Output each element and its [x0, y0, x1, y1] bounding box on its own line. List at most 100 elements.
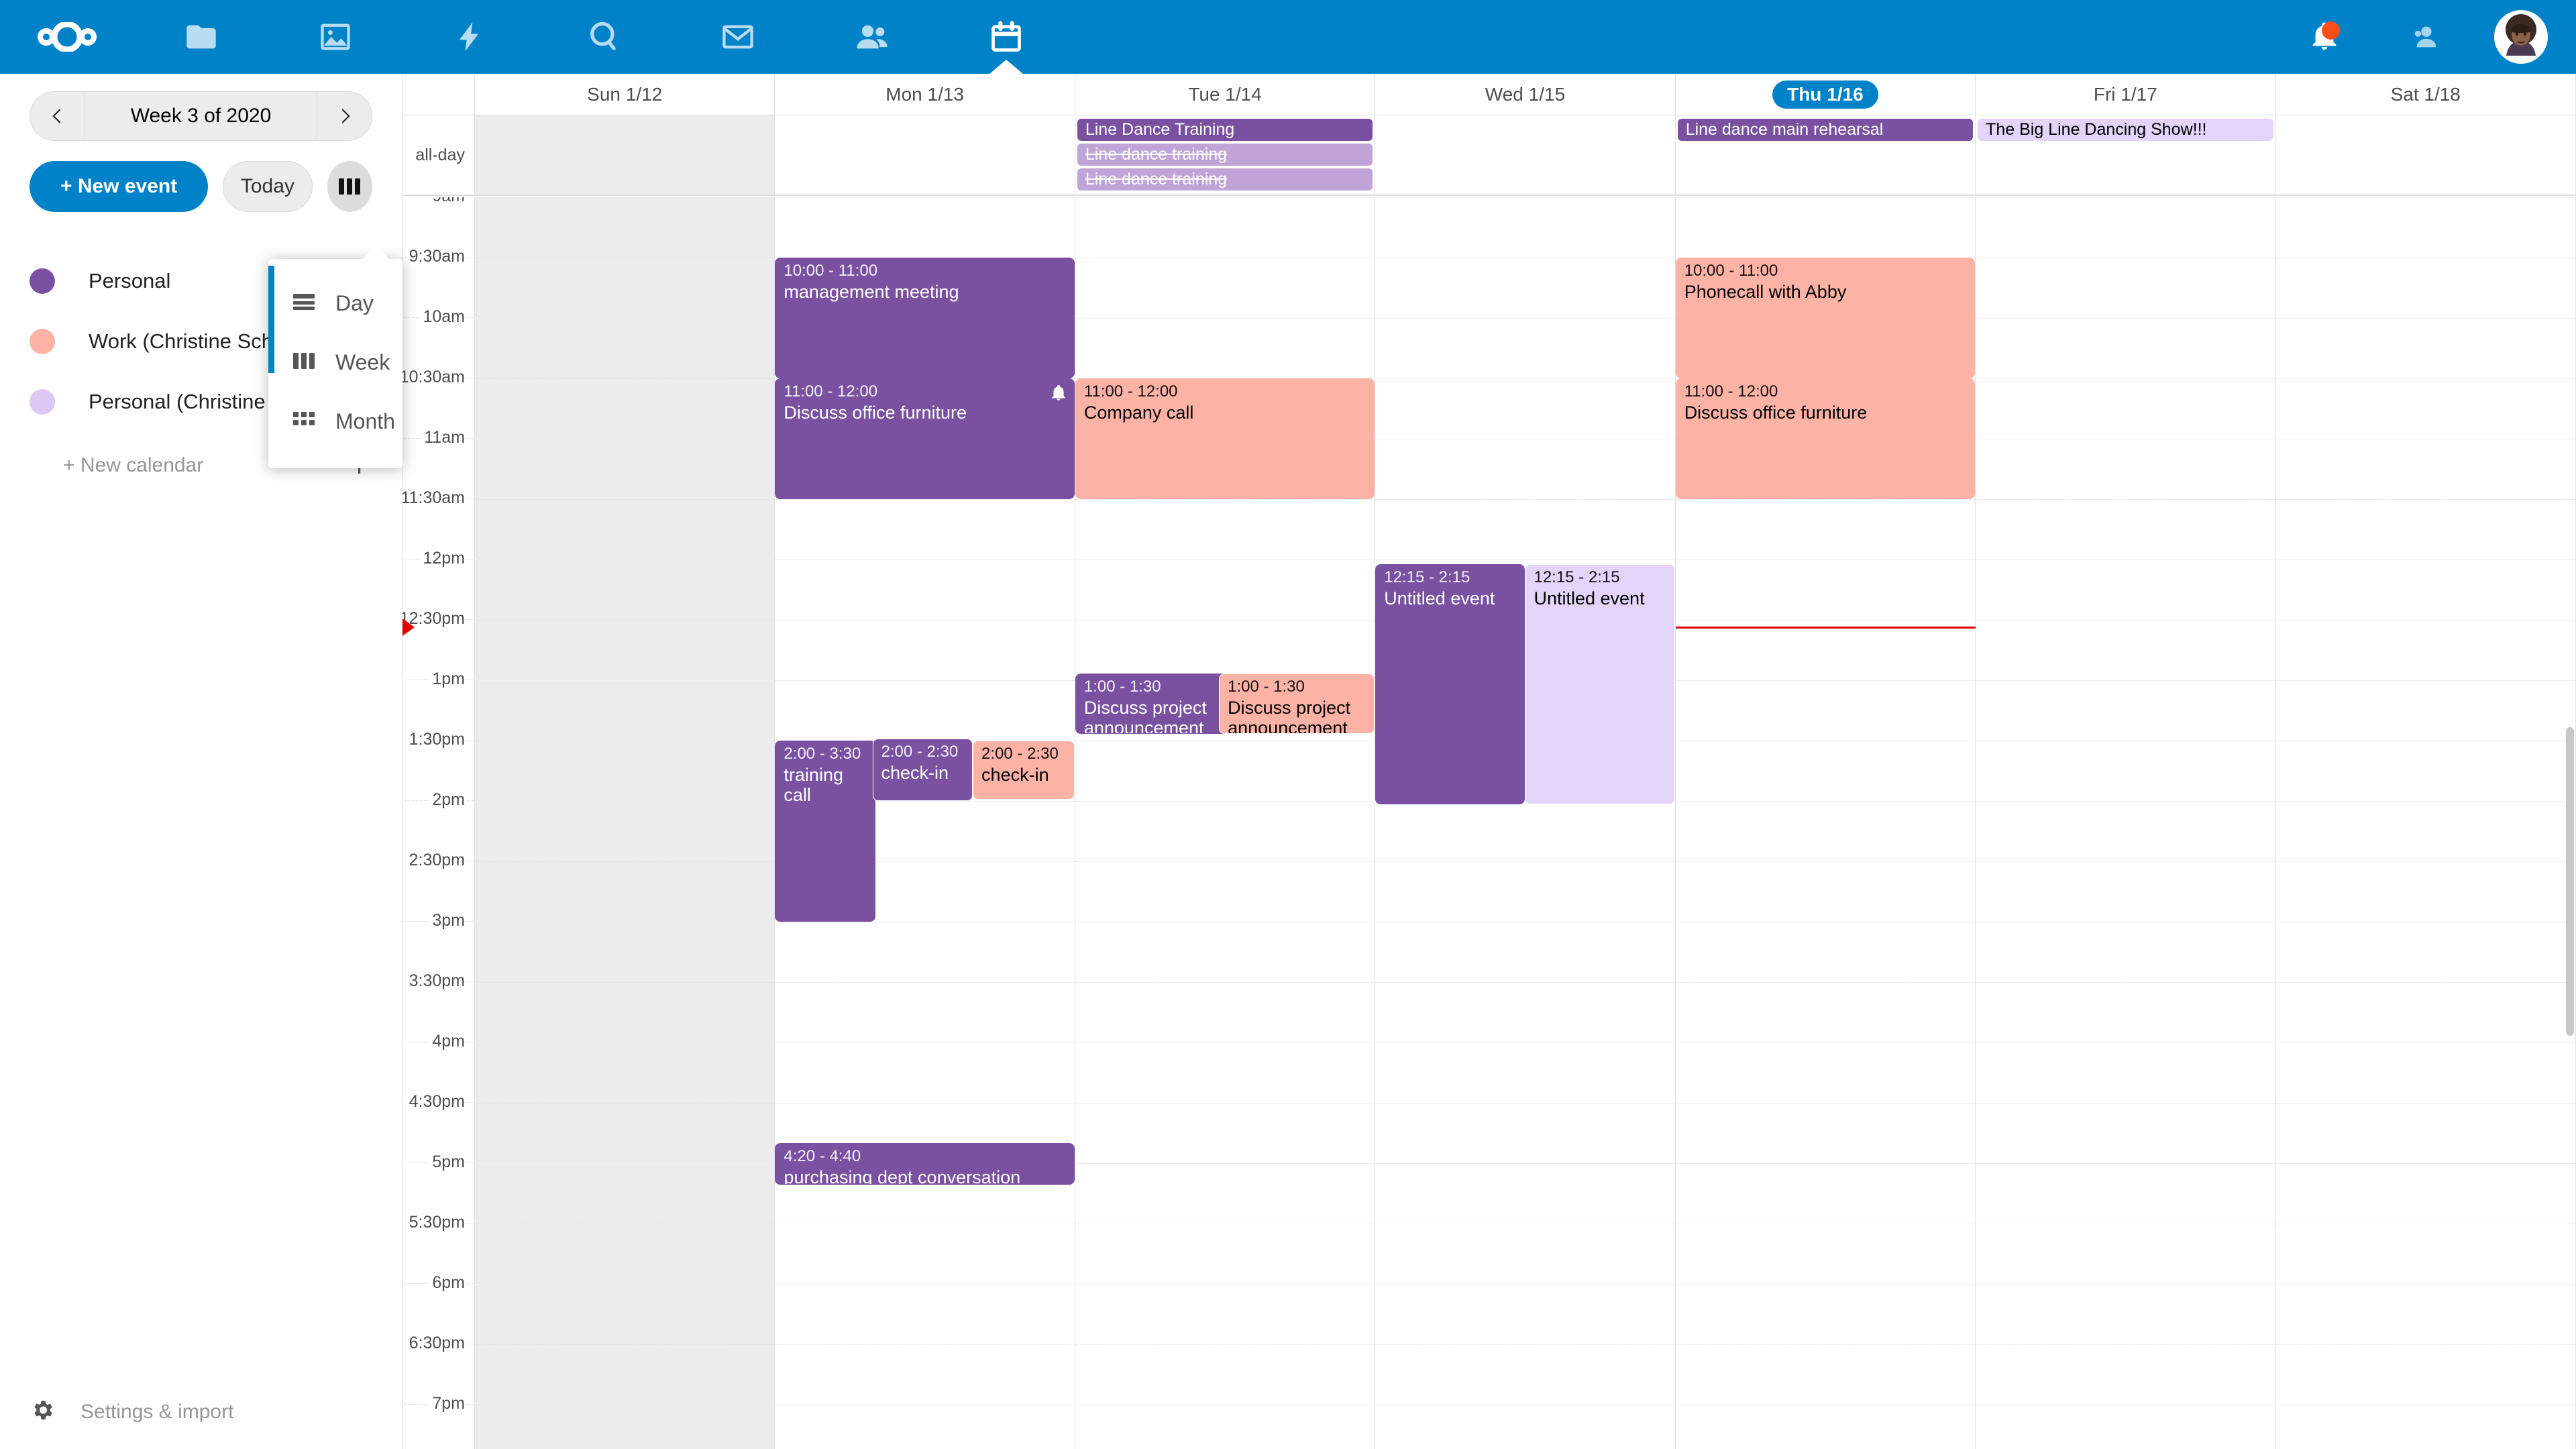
month-view-icon — [292, 411, 315, 433]
calendar-name: Personal — [89, 269, 171, 292]
calendar-event[interactable]: 11:00 - 12:00 Discuss office furniture — [775, 378, 1075, 499]
all-day-cell-sun[interactable] — [475, 115, 775, 195]
calendar-item-personal-shared[interactable]: Personal (Christine Scho... — [30, 372, 372, 432]
all-day-cell-sat[interactable] — [2276, 115, 2576, 195]
day-column-sat[interactable] — [2275, 197, 2576, 1449]
all-day-cell-mon[interactable] — [775, 115, 1075, 195]
view-menu-item-week[interactable]: Week — [268, 333, 402, 392]
event-time: 2:00 - 3:30 — [784, 745, 861, 763]
grid-line — [775, 197, 1075, 198]
day-column-fri[interactable] — [1976, 197, 2276, 1449]
grid-line — [1075, 1344, 1375, 1345]
view-selector-button[interactable] — [327, 161, 372, 212]
all-day-event[interactable]: The Big Line Dancing Show!!! — [1978, 119, 2273, 141]
calendar-event[interactable]: 4:20 - 4:40 purchasing dept conversation — [775, 1143, 1075, 1185]
grid-line — [775, 680, 1075, 681]
grid-line — [2275, 1284, 2575, 1285]
gear-icon — [30, 1397, 55, 1426]
calendar-event[interactable]: 12:15 - 2:15 Untitled event — [1525, 564, 1675, 804]
calendar-event[interactable]: 12:15 - 2:15 Untitled event — [1375, 564, 1525, 804]
notifications-bell-icon[interactable] — [2274, 0, 2375, 74]
grid-line — [1375, 559, 1675, 560]
mail-icon[interactable] — [671, 0, 805, 74]
grid-line — [775, 801, 1075, 802]
all-day-cell-thu[interactable]: Line dance main rehearsal — [1676, 115, 1976, 195]
today-button[interactable]: Today — [223, 161, 313, 212]
time-slot: 1:30pm — [402, 730, 474, 801]
event-title: Untitled event — [1384, 588, 1495, 608]
all-day-event-title: The Big Line Dancing Show!!! — [1986, 120, 2207, 139]
new-calendar-button[interactable]: + New calendar + — [30, 439, 372, 492]
calendar-event[interactable]: 2:00 - 2:30 check-in — [872, 739, 973, 801]
contacts-icon[interactable] — [805, 0, 939, 74]
day-header-tue[interactable]: Tue 1/14 — [1075, 74, 1376, 115]
event-title: Untitled event — [1534, 588, 1645, 608]
calendar-event[interactable]: 1:00 - 1:30 Discuss project announcement — [1219, 674, 1375, 734]
calendar-event[interactable]: 2:00 - 3:30 training call — [775, 741, 875, 922]
calendar-event[interactable]: 1:00 - 1:30 Discuss project announcement — [1075, 674, 1228, 734]
all-day-event[interactable]: Line dance training — [1077, 168, 1373, 191]
day-header-wed[interactable]: Wed 1/15 — [1375, 74, 1676, 115]
all-day-event[interactable]: Line dance main rehearsal — [1677, 119, 1974, 141]
week-title[interactable]: Week 3 of 2020 — [130, 105, 272, 127]
event-title: Phonecall with Abby — [1684, 281, 1847, 302]
all-day-cell-tue[interactable]: Line Dance Training Line dance training Li… — [1075, 115, 1376, 195]
photos-icon[interactable] — [268, 0, 402, 74]
day-header-mon[interactable]: Mon 1/13 — [775, 74, 1075, 115]
grid-line — [1375, 378, 1675, 379]
view-menu-item-month[interactable]: Month — [268, 392, 402, 451]
grid-line — [1075, 861, 1375, 862]
nextcloud-logo[interactable] — [0, 22, 134, 52]
view-menu-item-day[interactable]: Day — [268, 274, 402, 333]
grid-line — [1976, 378, 2275, 379]
calendar-event[interactable]: 10:00 - 11:00 Phonecall with Abby — [1675, 258, 1976, 378]
all-day-event[interactable]: Line dance training — [1077, 144, 1373, 166]
grid-line — [1976, 861, 2275, 862]
day-column-mon[interactable]: 10:00 - 11:00 management meeting 11:00 - 1… — [775, 197, 1075, 1449]
time-grid-scroll[interactable]: 9am9:30am10am10:30am11am11:30am12pm12:30… — [402, 197, 2576, 1449]
day-column-sun[interactable] — [475, 197, 775, 1449]
day-header-thu[interactable]: Thu 1/16 — [1676, 74, 1976, 115]
all-day-cell-fri[interactable]: The Big Line Dancing Show!!! — [1976, 115, 2276, 195]
grid-line — [1375, 982, 1675, 983]
day-header-sun[interactable]: Sun 1/12 — [475, 74, 775, 115]
day-column-wed[interactable]: 12:15 - 2:15 Untitled event 12:15 - 2:15 Un… — [1375, 197, 1676, 1449]
calendar-item-work[interactable]: Work (Christine Schott) — [30, 311, 372, 372]
contacts-menu-icon[interactable] — [2375, 0, 2475, 74]
day-column-thu[interactable]: 10:00 - 11:00 Phonecall with Abby 11:00 - … — [1675, 197, 1976, 1449]
grid-line — [475, 1344, 775, 1345]
calendar-item-personal[interactable]: Personal — [30, 251, 372, 311]
grid-line — [475, 620, 775, 621]
event-time: 1:00 - 1:30 — [1083, 678, 1161, 696]
time-axis: 9am9:30am10am10:30am11am11:30am12pm12:30… — [402, 197, 475, 1449]
time-label: 11am — [421, 428, 465, 447]
activity-icon[interactable] — [402, 0, 537, 74]
time-slot: 4pm — [402, 1032, 474, 1103]
vertical-scrollbar[interactable] — [2566, 727, 2574, 1036]
files-icon[interactable] — [134, 0, 268, 74]
search-icon[interactable] — [537, 0, 671, 74]
grid-line — [1976, 1163, 2275, 1164]
settings-and-import-link[interactable]: Settings & import — [0, 1397, 402, 1426]
all-day-event[interactable]: Line Dance Training — [1077, 119, 1373, 141]
day-header-fri[interactable]: Fri 1/17 — [1976, 74, 2276, 115]
grid-line — [1375, 197, 1675, 198]
grid-line — [2275, 1042, 2575, 1043]
all-day-cell-wed[interactable] — [1375, 115, 1676, 195]
grid-line — [1375, 861, 1675, 862]
calendar-event[interactable]: 10:00 - 11:00 management meeting — [775, 258, 1075, 378]
calendar-event[interactable]: 2:00 - 2:30 check-in — [973, 741, 1075, 800]
grid-line — [475, 378, 775, 379]
prev-week-button[interactable] — [30, 92, 85, 140]
new-event-button[interactable]: + New event — [30, 161, 209, 212]
calendar-event[interactable]: 11:00 - 12:00 Discuss office furniture — [1675, 378, 1976, 499]
day-column-tue[interactable]: 11:00 - 12:00 Company call 1:00 - 1:30 Disc… — [1075, 197, 1376, 1449]
calendar-event[interactable]: 11:00 - 12:00 Company call — [1075, 378, 1375, 499]
next-week-button[interactable] — [317, 92, 372, 140]
calendar-icon[interactable] — [939, 0, 1073, 74]
avatar[interactable] — [2494, 10, 2548, 64]
grid-line — [1675, 1103, 1976, 1104]
grid-line — [1675, 620, 1976, 621]
day-header-sat[interactable]: Sat 1/18 — [2276, 74, 2576, 115]
sidebar: Week 3 of 2020 + New event Today Day Wee… — [0, 74, 402, 1449]
